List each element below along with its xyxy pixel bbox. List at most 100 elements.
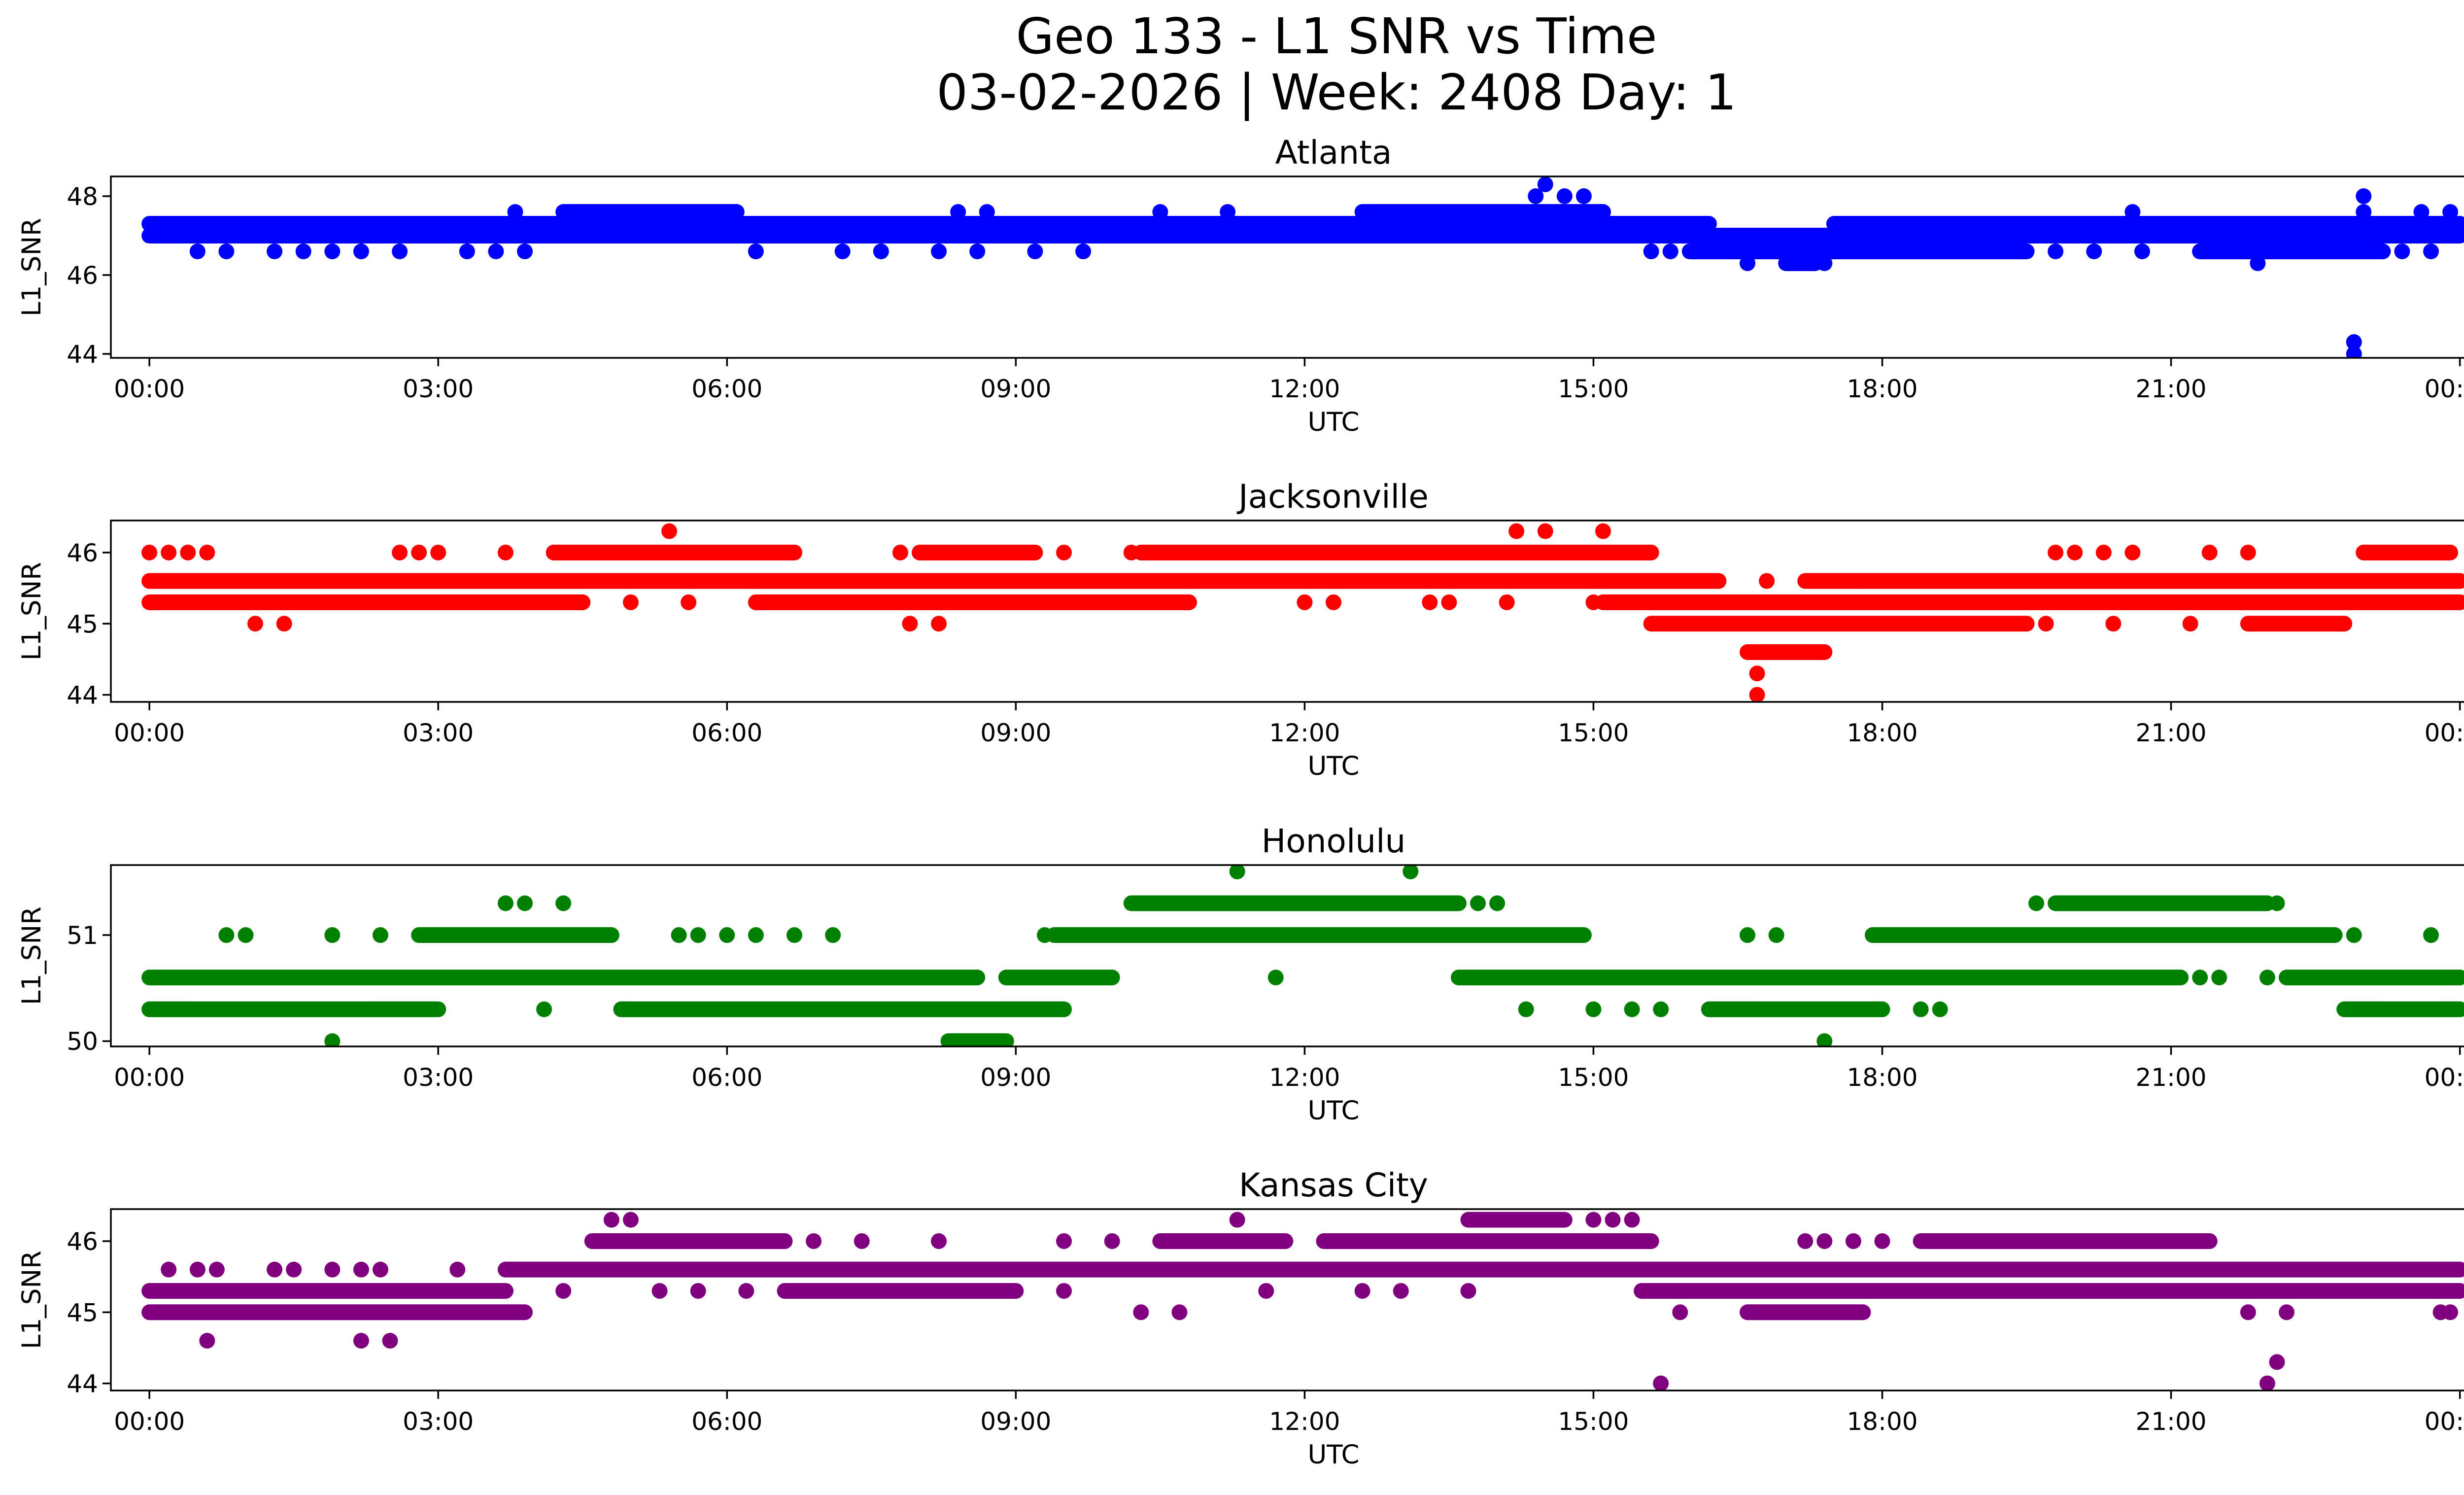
data-point [2095, 544, 2112, 560]
data-point [189, 243, 205, 259]
data-point [681, 594, 697, 610]
data-point [382, 1332, 398, 1349]
data-point [834, 243, 851, 259]
data-point [825, 927, 841, 943]
data-point [1845, 1233, 1861, 1249]
data-point [199, 544, 215, 560]
data-point [651, 228, 668, 243]
data-point [2259, 970, 2275, 986]
y-tick-label: 51 [67, 921, 98, 950]
x-tick-label: 09:00 [980, 719, 1051, 747]
data-point [1749, 687, 1765, 702]
data-point [1749, 665, 1765, 682]
data-point [1133, 1304, 1149, 1321]
data-point [141, 544, 158, 560]
data-point [1537, 176, 1553, 192]
data-point [2124, 544, 2141, 560]
data-point [2423, 243, 2439, 259]
x-tick-label: 18:00 [1847, 375, 1917, 403]
data-point [931, 1233, 947, 1249]
x-tick-label: 06:00 [691, 1063, 762, 1092]
x-tick-label: 21:00 [2136, 375, 2207, 403]
data-point [1267, 970, 1284, 986]
data-point [1056, 1283, 1072, 1299]
y-axis-label: L1_SNR [17, 562, 47, 661]
x-tick-label: 15:00 [1558, 375, 1629, 403]
x-tick-label: 06:00 [691, 1407, 762, 1436]
data-series [141, 865, 2464, 1046]
data-point [1874, 1233, 1890, 1249]
data-point [661, 523, 678, 539]
data-point [2124, 204, 2141, 220]
data-point [247, 616, 264, 632]
data-point [1672, 1304, 1688, 1321]
x-tick-label: 12:00 [1269, 1063, 1340, 1092]
data-point [1884, 243, 1900, 259]
data-point [1797, 255, 1814, 271]
x-tick-label: 00:00 [2425, 1063, 2464, 1092]
data-point [2211, 970, 2227, 986]
y-axis-label: L1_SNR [17, 218, 47, 316]
data-point [1913, 1001, 1929, 1017]
data-point [1489, 895, 1506, 911]
subplot-title: Honolulu [1262, 822, 1406, 860]
y-tick-label: 46 [67, 1227, 98, 1256]
data-point [1152, 204, 1168, 220]
data-point [1537, 523, 1553, 539]
data-point [1297, 594, 1313, 610]
data-point [690, 927, 706, 943]
data-point [1075, 243, 1092, 259]
data-point [430, 544, 446, 560]
data-point [2105, 616, 2122, 632]
y-tick-label: 46 [67, 539, 98, 567]
x-tick-label: 21:00 [2136, 1063, 2207, 1092]
data-point [2346, 927, 2362, 943]
data-point [1768, 927, 1784, 943]
x-tick-label: 18:00 [1847, 1407, 1917, 1436]
data-point [353, 1261, 369, 1278]
data-point [1441, 594, 1457, 610]
data-point [1354, 1283, 1370, 1299]
data-point [1056, 544, 1072, 560]
data-point [603, 1212, 619, 1228]
data-point [2192, 243, 2208, 259]
subplots: Atlanta 00:00 03:00 06:00 09:00 12:00 15:00 18:… [17, 134, 2464, 1470]
data-point [748, 927, 764, 943]
data-point [1575, 188, 1592, 204]
data-point [1797, 1233, 1814, 1249]
data-point [719, 927, 735, 943]
data-series [141, 1212, 2464, 1391]
data-point [969, 243, 986, 259]
data-point [286, 1261, 302, 1278]
data-point [1056, 1233, 1072, 1249]
data-point [738, 1283, 754, 1299]
data-point [1508, 523, 1525, 539]
data-point [1759, 573, 1775, 589]
data-point [238, 927, 254, 943]
data-point [1393, 1283, 1409, 1299]
data-point [2134, 243, 2150, 259]
x-tick-label: 12:00 [1269, 375, 1340, 403]
x-tick-label: 03:00 [403, 375, 474, 403]
data-point [651, 1283, 668, 1299]
data-point [1816, 255, 1833, 271]
y-tick-label: 44 [67, 340, 98, 369]
data-point [161, 1261, 177, 1278]
y-tick-label: 50 [67, 1027, 98, 1056]
data-point [2019, 616, 2035, 632]
data-point [1624, 1212, 1640, 1228]
data-point [1123, 544, 1139, 560]
data-point [2413, 204, 2430, 220]
data-point [2442, 204, 2459, 220]
subplot-title: Kansas City [1239, 1166, 1428, 1204]
data-point [931, 243, 947, 259]
data-point [555, 895, 572, 911]
data-point [873, 243, 889, 259]
data-point [2394, 243, 2410, 259]
data-point [267, 1261, 283, 1278]
data-point [1326, 594, 1341, 610]
data-point [1855, 216, 1871, 232]
axes-frame [110, 1208, 2464, 1391]
x-tick-label: 03:00 [403, 1063, 474, 1092]
data-point [1711, 1283, 1727, 1299]
